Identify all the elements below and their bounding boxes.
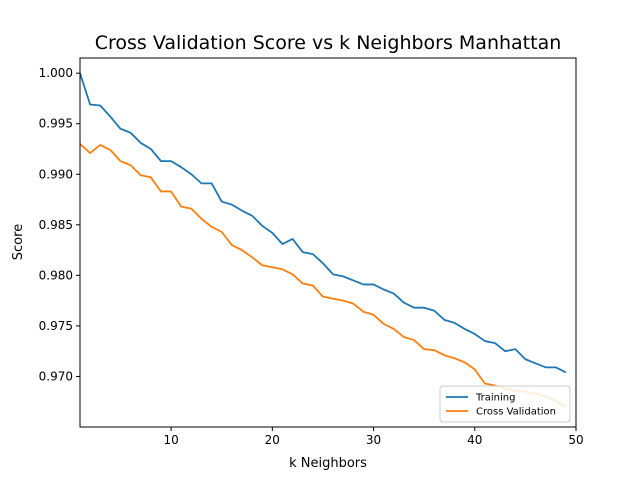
legend: Training Cross Validation [439,385,571,423]
y-tick-label: 0.970 [39,369,73,383]
y-tick-label: 0.995 [39,117,73,131]
series-line-training [80,72,567,374]
x-axis-label: k Neighbors [289,456,367,471]
y-axis-label: Score [11,224,26,260]
x-tick-label: 40 [467,433,482,447]
x-tick-label: 20 [265,433,280,447]
x-tick-label: 50 [568,433,583,447]
y-tick-label: 1.000 [39,66,73,80]
legend-label-training: Training [475,393,515,404]
chart-title: Cross Validation Score vs k Neighbors Ma… [95,32,562,54]
x-tick-label: 30 [366,433,381,447]
y-tick-label: 0.985 [39,218,73,232]
y-tick-label: 0.990 [39,167,73,181]
x-axis: 10 20 30 40 50 [163,427,584,447]
y-axis: 0.970 0.975 0.980 0.985 0.990 0.995 1.000 [39,66,80,383]
x-tick-label: 10 [163,433,178,447]
y-tick-label: 0.980 [39,268,73,282]
plot-frame [79,57,577,428]
legend-box [439,385,571,423]
series-layer [80,72,567,408]
legend-label-cross-validation: Cross Validation [476,407,556,418]
series-line-cross-validation [80,143,567,408]
y-tick-label: 0.975 [39,319,73,333]
